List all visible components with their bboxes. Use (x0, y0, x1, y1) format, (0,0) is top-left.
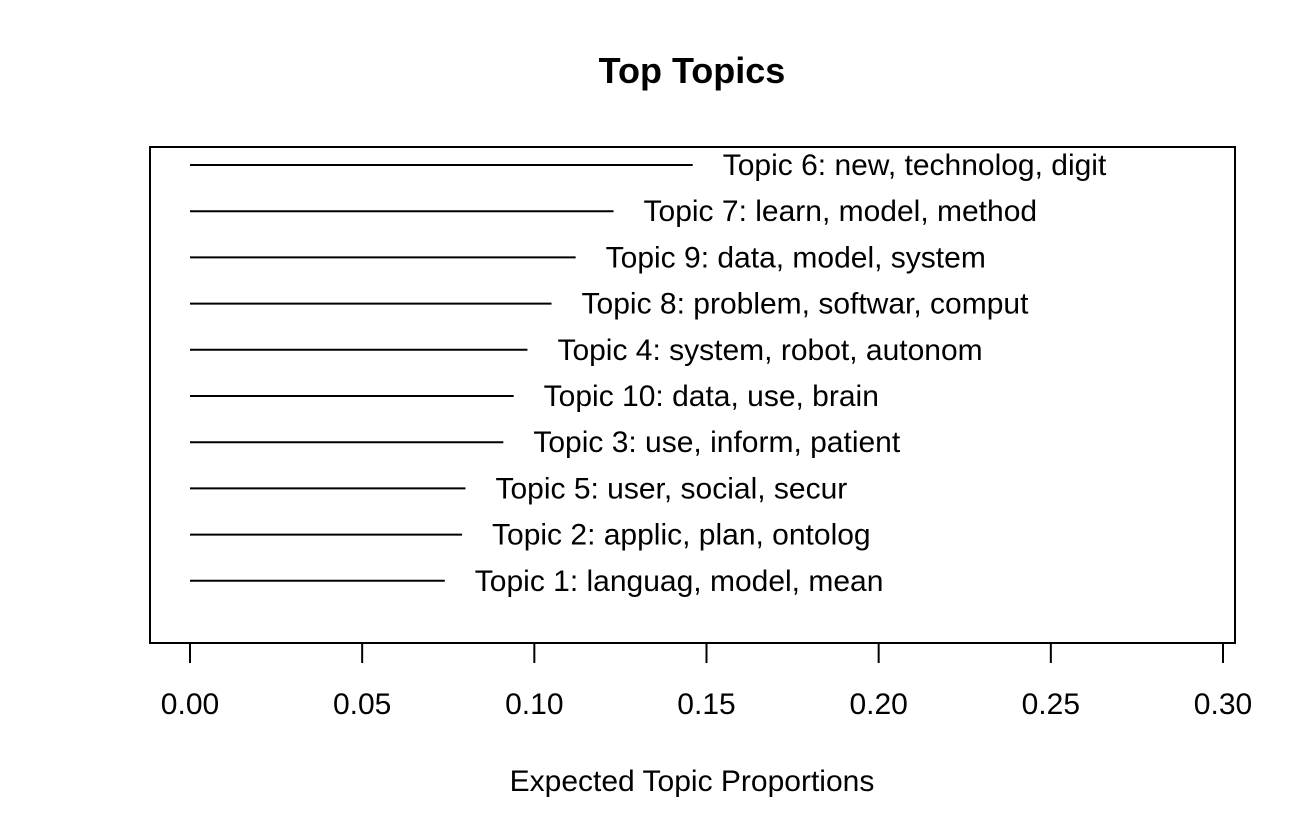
x-axis-ticks: 0.00 0.05 0.10 0.15 0.20 0.25 0.30 (161, 643, 1252, 721)
x-tick-label-3: 0.15 (677, 688, 735, 721)
bar-label-10: Topic 1: languag, model, mean (475, 565, 884, 598)
x-tick-label-5: 0.25 (1022, 688, 1080, 721)
bar-label-3: Topic 9: data, model, system (606, 241, 986, 274)
bar-label-5: Topic 4: system, robot, autonom (557, 334, 982, 367)
x-tick-label-2: 0.10 (505, 688, 563, 721)
bars-group: Topic 6: new, technolog, digit Topic 7: l… (190, 149, 1107, 598)
x-axis-label: Expected Topic Proportions (510, 765, 875, 798)
bar-label-9: Topic 2: applic, plan, ontolog (492, 519, 871, 552)
bar-label-2: Topic 7: learn, model, method (644, 195, 1038, 228)
x-tick-label-6: 0.30 (1194, 688, 1252, 721)
bar-label-7: Topic 3: use, inform, patient (533, 426, 901, 459)
bar-label-4: Topic 8: problem, softwar, comput (582, 288, 1030, 321)
chart-title: Top Topics (599, 50, 786, 91)
bar-label-6: Topic 10: data, use, brain (544, 380, 879, 413)
bar-label-1: Topic 6: new, technolog, digit (723, 149, 1107, 182)
x-tick-label-4: 0.20 (849, 688, 907, 721)
bar-label-8: Topic 5: user, social, secur (495, 472, 847, 505)
x-tick-label-1: 0.05 (333, 688, 391, 721)
x-tick-label-0: 0.00 (161, 688, 219, 721)
